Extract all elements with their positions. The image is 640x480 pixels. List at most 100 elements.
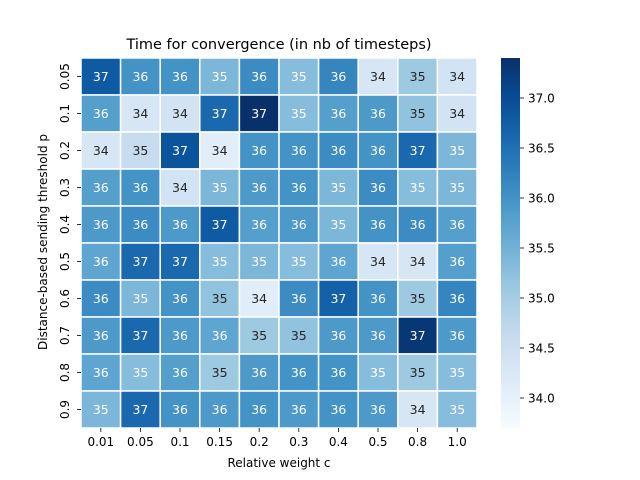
cell-value-label: 36 <box>251 402 267 417</box>
cell-value-label: 36 <box>291 143 307 158</box>
cell-value-label: 36 <box>330 365 346 380</box>
cell-value-label: 35 <box>132 365 148 380</box>
cell-value-label: 36 <box>93 291 109 306</box>
heatmap-cell <box>80 168 122 207</box>
cell-value-label: 35 <box>291 106 307 121</box>
cell-value-label: 36 <box>172 291 188 306</box>
cell-value-label: 34 <box>172 106 188 121</box>
colorbar-tick-label: 35.5 <box>528 241 555 255</box>
colorbar-gradient <box>501 58 520 428</box>
cell-value-label: 36 <box>172 365 188 380</box>
cell-value-label: 35 <box>132 291 148 306</box>
x-axis: 0.01 0.05 0.1 0.15 0.2 0.3 0.4 0.5 0.8 1.0 <box>87 428 467 449</box>
cell-value-label: 36 <box>93 180 109 195</box>
cell-value-label: 36 <box>330 328 346 343</box>
cell-value-label: 34 <box>410 254 426 269</box>
cell-value-label: 36 <box>132 217 148 232</box>
heatmap-cell <box>278 57 320 96</box>
cell-value-label: 36 <box>449 254 465 269</box>
heatmap-cell <box>397 390 439 429</box>
cell-value-label: 36 <box>132 69 148 84</box>
heatmap-cell <box>119 316 161 355</box>
heatmap-cell <box>119 131 161 170</box>
heatmap-cell <box>436 316 478 355</box>
heatmap-cell <box>357 353 399 392</box>
cell-value-label: 36 <box>370 217 386 232</box>
heatmap-cell <box>397 94 439 133</box>
cell-value-label: 36 <box>172 402 188 417</box>
x-tick-label: 0.5 <box>368 435 387 449</box>
cell-value-label: 36 <box>330 106 346 121</box>
cell-value-label: 37 <box>212 217 228 232</box>
heatmap-cell <box>80 242 122 281</box>
cell-value-label: 36 <box>251 180 267 195</box>
cell-value-label: 36 <box>330 143 346 158</box>
cell-value-label: 36 <box>330 254 346 269</box>
y-tick-label: 0.05 <box>58 63 72 90</box>
cell-value-label: 36 <box>93 254 109 269</box>
cell-value-label: 35 <box>410 180 426 195</box>
cell-value-label: 35 <box>410 291 426 306</box>
colorbar-tick-label: 34.5 <box>528 341 555 355</box>
cell-value-label: 34 <box>93 143 109 158</box>
colorbar-tick-label: 35.0 <box>528 291 555 305</box>
cell-value-label: 35 <box>291 254 307 269</box>
cell-value-label: 36 <box>410 217 426 232</box>
cell-value-label: 36 <box>449 217 465 232</box>
x-tick-label: 0.15 <box>206 435 233 449</box>
heatmap-cell <box>357 390 399 429</box>
heatmap-cell <box>278 205 320 244</box>
x-tick-label: 0.2 <box>250 435 269 449</box>
cell-value-label: 36 <box>132 180 148 195</box>
cell-value-label: 36 <box>370 402 386 417</box>
heatmap-cell <box>357 57 399 96</box>
cell-value-label: 36 <box>330 402 346 417</box>
heatmap-cell <box>159 242 201 281</box>
cell-value-label: 34 <box>132 106 148 121</box>
cell-value-label: 35 <box>330 217 346 232</box>
cell-value-label: 36 <box>291 291 307 306</box>
colorbar-tick-label: 36.5 <box>528 141 555 155</box>
heatmap-cell <box>199 279 241 318</box>
heatmap-cell <box>238 316 280 355</box>
colorbar-tick-label: 34.0 <box>528 391 555 405</box>
heatmap-cell <box>397 131 439 170</box>
cell-value-label: 35 <box>251 254 267 269</box>
x-tick-label: 1.0 <box>448 435 467 449</box>
cell-value-label: 37 <box>172 254 188 269</box>
cell-value-label: 36 <box>370 180 386 195</box>
cell-value-label: 35 <box>449 180 465 195</box>
cell-value-label: 36 <box>370 143 386 158</box>
cell-value-label: 36 <box>93 106 109 121</box>
heatmap-cell <box>436 94 478 133</box>
cell-value-label: 37 <box>330 291 346 306</box>
heatmap-cells <box>80 57 478 429</box>
cell-value-label: 35 <box>212 254 228 269</box>
cell-value-label: 36 <box>330 69 346 84</box>
x-tick-label: 0.3 <box>289 435 308 449</box>
cell-value-label: 35 <box>449 143 465 158</box>
heatmap-cell <box>159 131 201 170</box>
cell-value-label: 34 <box>449 69 465 84</box>
heatmap-cell <box>317 279 359 318</box>
heatmap-cell <box>159 316 201 355</box>
cell-value-label: 35 <box>212 291 228 306</box>
cell-value-label: 36 <box>291 180 307 195</box>
heatmap-cell <box>317 353 359 392</box>
cell-value-label: 35 <box>449 365 465 380</box>
x-tick-label: 0.1 <box>170 435 189 449</box>
x-tick-label: 0.01 <box>87 435 114 449</box>
cell-value-label: 35 <box>212 180 228 195</box>
y-tick-label: 0.8 <box>58 363 72 382</box>
heatmap-cell <box>397 242 439 281</box>
heatmap-cell <box>238 205 280 244</box>
cell-value-label: 36 <box>449 328 465 343</box>
heatmap-cell <box>278 279 320 318</box>
heatmap-cell <box>436 131 478 170</box>
cell-value-label: 36 <box>93 365 109 380</box>
heatmap-cell <box>278 94 320 133</box>
heatmap-cell <box>397 279 439 318</box>
cell-value-label: 37 <box>132 402 148 417</box>
y-tick-label: 0.9 <box>58 400 72 419</box>
